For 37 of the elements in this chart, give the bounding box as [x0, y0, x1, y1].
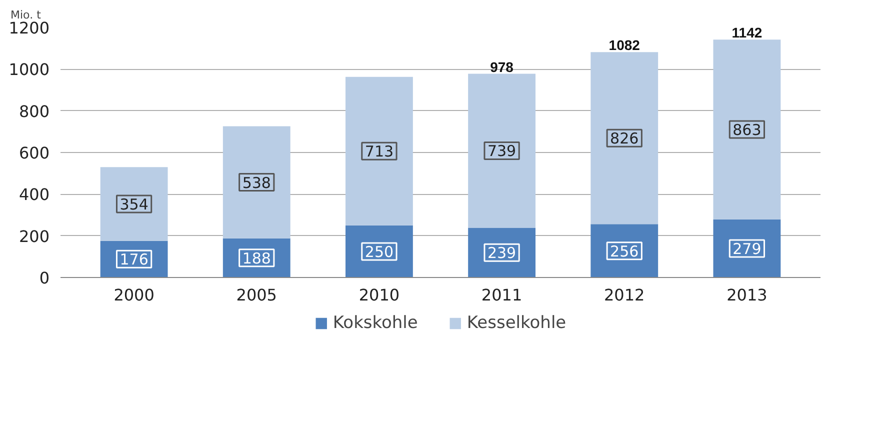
bar: [713, 40, 781, 220]
y-axis-title: Mio. t: [10, 8, 42, 22]
data-label: 188: [242, 249, 271, 268]
data-label: 354: [120, 195, 148, 214]
y-tick-label: 800: [18, 102, 50, 121]
data-label: 538: [242, 174, 271, 192]
data-label: 250: [364, 242, 394, 261]
total-label: 1142: [732, 24, 762, 41]
bar: [346, 76, 413, 226]
data-label: 739: [487, 142, 516, 160]
total-label: 978: [490, 58, 514, 75]
bar: [590, 52, 658, 224]
data-label: 256: [610, 242, 639, 260]
data-label: 863: [732, 120, 762, 139]
y-tick-label: 0: [39, 268, 50, 288]
total-label: 1082: [608, 37, 640, 54]
data-label: 176: [120, 250, 148, 269]
data-label: 279: [732, 240, 762, 258]
y-tick-label: 200: [18, 226, 50, 246]
y-tick-label: 400: [18, 185, 50, 204]
x-tick-label: 2010: [358, 286, 400, 304]
x-tick-label: 2000: [114, 286, 154, 304]
x-tick-label: 2005: [236, 286, 277, 304]
y-tick-label: 1200: [8, 18, 50, 38]
data-label: 239: [487, 244, 516, 262]
bar: [100, 167, 168, 241]
x-tick-label: 2012: [604, 286, 645, 304]
data-label: 713: [364, 142, 394, 161]
x-tick-label: 2011: [481, 286, 522, 304]
bar: [468, 74, 536, 228]
legend-label: Kokskohle: [332, 313, 418, 333]
y-tick-label: 1000: [8, 60, 50, 80]
x-tick-label: 2013: [726, 286, 768, 304]
data-label: 826: [610, 130, 639, 148]
bar: [222, 126, 290, 238]
y-tick-label: 600: [18, 144, 50, 162]
legend-label: Kesselkohle: [466, 313, 566, 333]
